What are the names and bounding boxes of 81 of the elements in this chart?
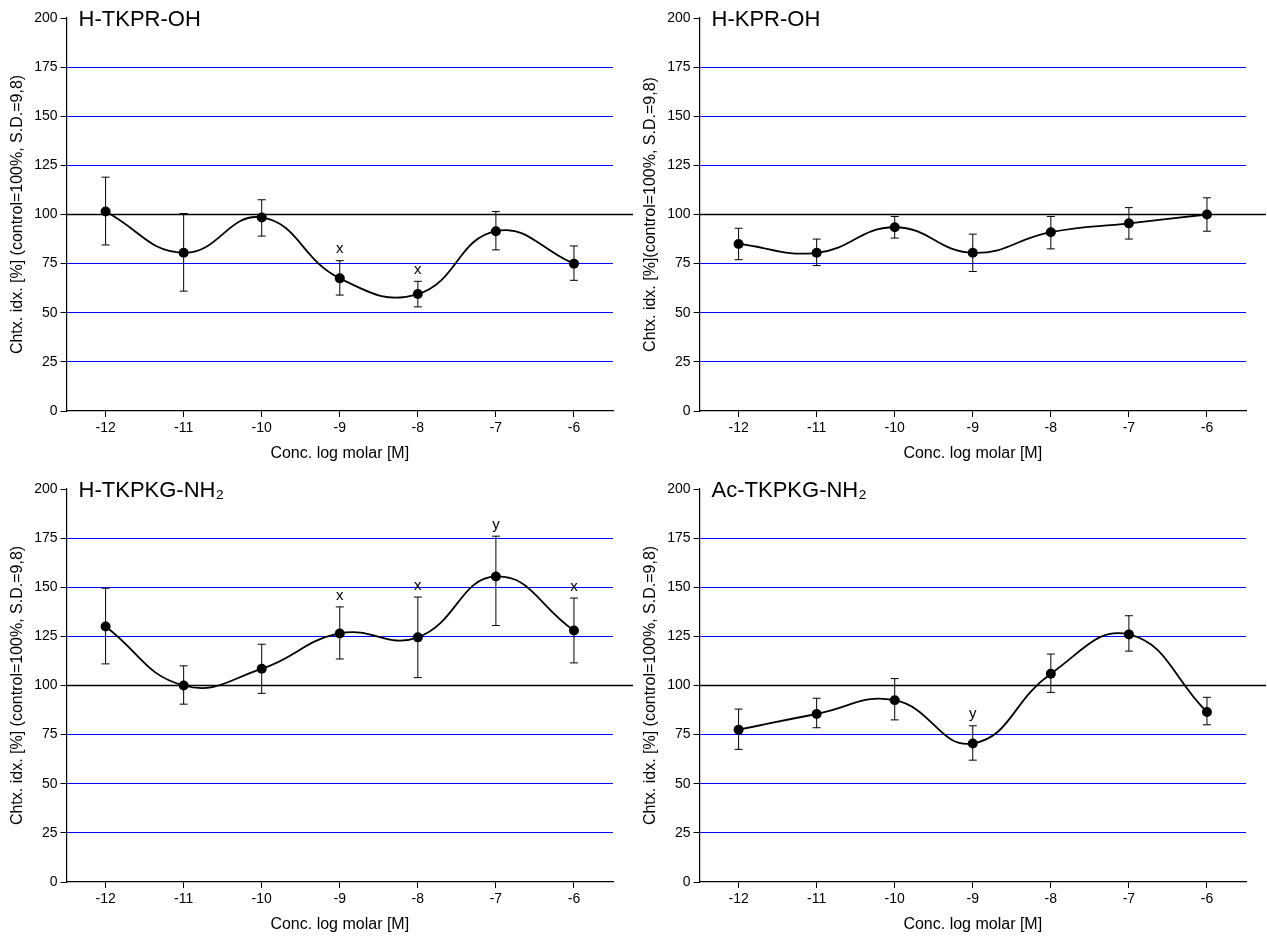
x-tick-label: -6	[567, 890, 581, 907]
y-axis-title: Chtx. idx. [%] (control=100%, S.D.=9,8)	[8, 74, 26, 355]
y-tick-label: 200	[34, 8, 58, 25]
x-tick-label: -10	[884, 890, 906, 907]
x-tick-label: -11	[807, 890, 827, 907]
y-tick-label: 0	[682, 872, 691, 889]
x-tick-label: -7	[489, 419, 503, 436]
y-tick-label: 150	[34, 107, 58, 124]
y-tick-label: 200	[34, 479, 58, 496]
y-tick-label: 0	[49, 872, 58, 889]
x-tick-label: -9	[966, 419, 980, 436]
x-tick-label: -9	[333, 419, 347, 436]
x-tick-label: -7	[1122, 890, 1136, 907]
y-tick-label: 150	[667, 107, 691, 124]
y-tick-label: 25	[41, 823, 58, 840]
y-tick-label: 75	[41, 254, 58, 271]
chart-title: Ac-TKPKG-NH₂	[711, 477, 867, 503]
x-axis-title: Conc. log molar [M]	[270, 443, 410, 461]
x-tick-label: -11	[807, 419, 827, 436]
x-tick-label: -8	[411, 890, 425, 907]
x-axis-title: Conc. log molar [M]	[903, 443, 1043, 461]
y-axis-title: Chtx. idx. [%] (control=100%, S.D.=9,8)	[641, 545, 659, 826]
x-tick-label: -8	[1044, 890, 1058, 907]
x-tick-label: -11	[174, 419, 194, 436]
y-tick-label: 175	[34, 528, 58, 545]
annotation: x	[336, 585, 345, 603]
x-tick-label: -7	[1122, 419, 1136, 436]
y-tick-label: 125	[34, 627, 58, 644]
y-tick-label: 0	[682, 401, 691, 418]
y-tick-label: 0	[49, 401, 58, 418]
x-tick-label: -12	[728, 890, 749, 907]
y-tick-label: 25	[674, 352, 691, 369]
y-tick-label: 125	[667, 156, 691, 173]
y-tick-label: 25	[41, 352, 58, 369]
chart-title: H-TKPKG-NH₂	[78, 477, 224, 503]
x-tick-label: -10	[251, 890, 273, 907]
x-tick-label: -8	[1044, 419, 1058, 436]
y-tick-label: 125	[34, 156, 58, 173]
x-tick-label: -11	[174, 890, 194, 907]
y-tick-label: 100	[667, 205, 691, 222]
y-tick-label: 75	[41, 725, 58, 742]
y-tick-label: 50	[41, 303, 58, 320]
y-tick-label: 150	[667, 578, 691, 595]
y-tick-label: 50	[674, 303, 691, 320]
y-axis-title: Chtx. idx. [%] (control=100%, S.D.=9,8)	[8, 545, 26, 826]
x-tick-label: -9	[966, 890, 980, 907]
x-axis-title: Conc. log molar [M]	[903, 914, 1043, 932]
y-tick-label: 50	[41, 774, 58, 791]
annotation: y	[492, 514, 501, 532]
annotation: y	[969, 704, 978, 722]
y-tick-label: 100	[34, 676, 58, 693]
x-tick-label: -6	[1200, 419, 1214, 436]
y-tick-label: 25	[674, 823, 691, 840]
y-tick-label: 175	[34, 57, 58, 74]
x-axis-title: Conc. log molar [M]	[270, 914, 410, 932]
annotation: x	[414, 259, 423, 277]
y-tick-label: 200	[667, 8, 691, 25]
x-tick-label: -12	[728, 419, 749, 436]
y-tick-label: 150	[34, 578, 58, 595]
y-tick-label: 175	[667, 57, 691, 74]
x-tick-label: -9	[333, 890, 347, 907]
y-tick-label: 50	[674, 774, 691, 791]
x-tick-label: -10	[251, 419, 273, 436]
y-tick-label: 100	[667, 676, 691, 693]
x-tick-label: -8	[411, 419, 425, 436]
x-tick-label: -6	[567, 419, 581, 436]
annotation: x	[336, 239, 345, 257]
y-axis-title: Chtx. idx. [%](control=100%, S.D.=9,8)	[641, 77, 659, 352]
chart-title: H-TKPR-OH	[78, 6, 201, 32]
x-tick-label: -12	[95, 419, 116, 436]
x-tick-label: -7	[489, 890, 503, 907]
y-tick-label: 100	[34, 205, 58, 222]
x-tick-label: -6	[1200, 890, 1214, 907]
y-tick-label: 125	[667, 627, 691, 644]
y-tick-label: 75	[674, 725, 691, 742]
y-tick-label: 75	[674, 254, 691, 271]
x-tick-label: -10	[884, 419, 906, 436]
y-tick-label: 175	[667, 528, 691, 545]
y-tick-label: 200	[667, 479, 691, 496]
x-tick-label: -12	[95, 890, 116, 907]
chart-title: H-KPR-OH	[711, 6, 821, 32]
